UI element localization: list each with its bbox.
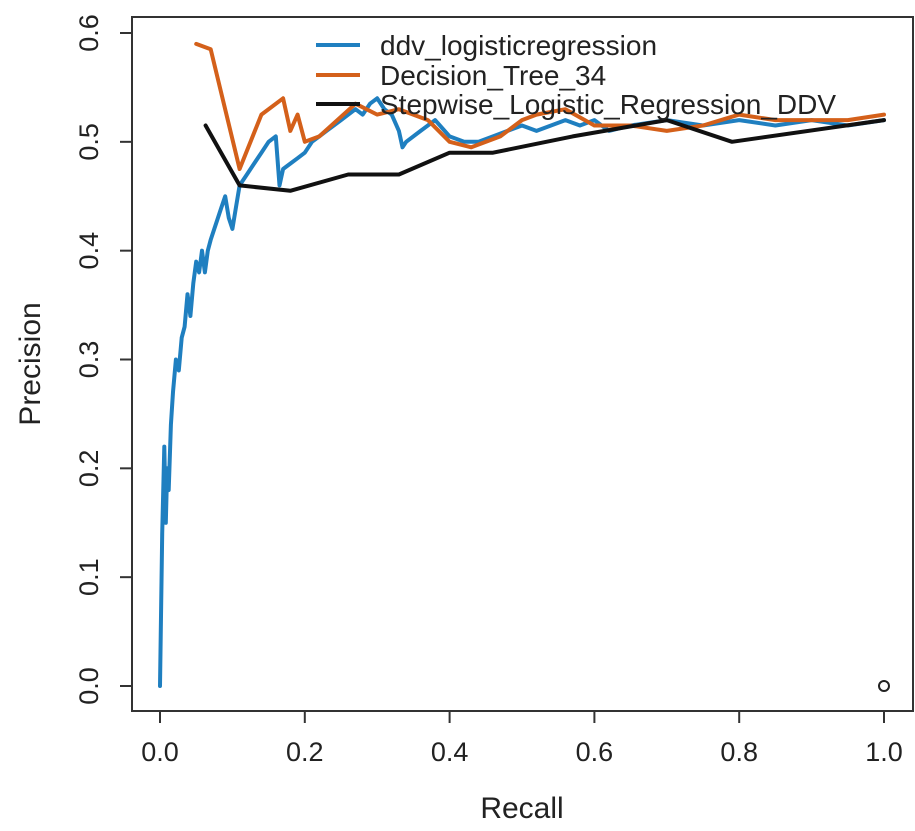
legend-label-ddv-logisticregression: ddv_logisticregression [380,30,657,61]
y-tick-label: 0.6 [74,14,104,52]
legend: ddv_logisticregression Decision_Tree_34 … [316,30,836,120]
plot-frame [131,16,914,712]
y-axis-title: Precision [14,302,47,425]
x-tick-label: 0.8 [720,737,758,767]
series-stepwise-logistic-regression-ddv [203,118,886,193]
legend-label-decision-tree-34: Decision_Tree_34 [380,60,606,91]
extra-points-layer [878,680,890,692]
y-tick-label: 0.5 [74,123,104,161]
x-tick-label: 1.0 [865,737,903,767]
series-layer [158,41,886,688]
open-circle-marker [878,680,890,692]
x-tick-label: 0.0 [141,737,179,767]
series-ddv-logisticregression [158,96,886,688]
legend-label-stepwise-logistic-regression-ddv: Stepwise_Logistic_Regression_DDV [380,89,836,120]
series-decision-tree-34 [194,41,886,171]
x-tick-label: 0.2 [286,737,324,767]
y-tick-label: 0.0 [74,667,104,705]
y-tick-label: 0.1 [74,558,104,596]
x-axis: 0.0 0.2 0.4 0.6 0.8 1.0 [141,711,903,767]
y-tick-label: 0.4 [74,232,104,270]
x-tick-label: 0.4 [431,737,469,767]
y-axis: 0.0 0.1 0.2 0.3 0.4 0.5 0.6 [74,14,132,705]
x-tick-label: 0.6 [576,737,614,767]
y-tick-label: 0.2 [74,450,104,488]
y-tick-label: 0.3 [74,341,104,379]
x-axis-title: Recall [480,792,563,825]
